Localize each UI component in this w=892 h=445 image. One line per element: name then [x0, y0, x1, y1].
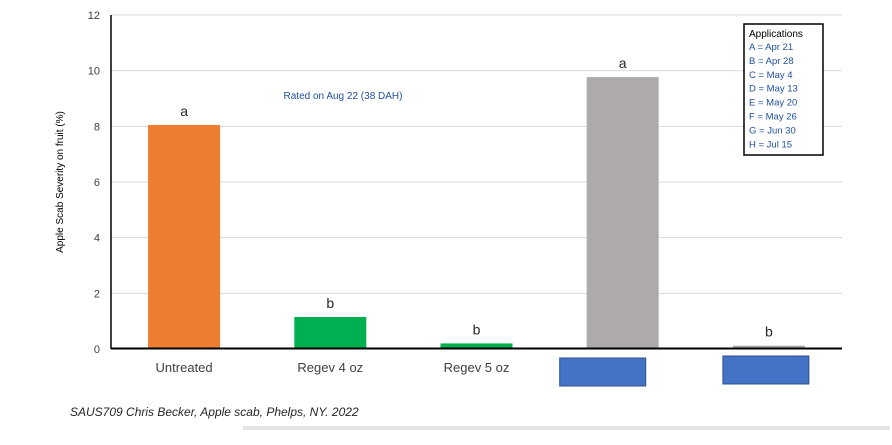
applications-legend: Applications A = Apr 21 B = Apr 28 C = May…: [743, 23, 824, 156]
redaction-box: [559, 357, 647, 387]
y-tick-label: 6: [94, 177, 100, 189]
y-tick-label: 2: [94, 288, 100, 300]
application-item: F = May 26: [749, 112, 797, 123]
y-axis-label: Apple Scab Severity on fruit (%): [55, 111, 66, 253]
significance-letter: b: [473, 321, 481, 337]
y-tick-label: 10: [88, 66, 100, 78]
gridlines: [111, 14, 842, 294]
y-tick-labels: 0 2 4 6 8 10 12: [88, 10, 100, 356]
category-label: Regev 4 oz: [297, 360, 363, 375]
application-item: G = Jun 30: [749, 125, 796, 136]
y-tick-label: 8: [94, 121, 100, 133]
rating-note: Rated on Aug 22 (38 DAH): [284, 91, 403, 102]
bar: [440, 343, 513, 349]
application-item: A = Apr 21: [749, 42, 793, 53]
significance-letter: a: [619, 55, 627, 71]
bar: [148, 124, 221, 349]
application-item: H = Jul 15: [749, 139, 792, 150]
y-tick-label: 0: [94, 344, 100, 356]
y-tick-label: 12: [88, 10, 100, 22]
category-label: Regev 5 oz: [444, 360, 510, 375]
redaction-box: [722, 355, 810, 385]
source-footer: SAUS709 Chris Becker, Apple scab, Phelps…: [70, 405, 359, 419]
application-item: E = May 20: [749, 98, 797, 109]
bars: a b b a b: [148, 55, 805, 350]
bottom-divider: [243, 426, 890, 430]
application-item: B = Apr 28: [749, 56, 794, 67]
bar: [294, 316, 367, 349]
y-tick-label: 4: [94, 233, 100, 245]
applications-items: A = Apr 21 B = Apr 28 C = May 4 D = May 13 E…: [749, 42, 798, 150]
significance-letter: b: [326, 295, 334, 311]
bar: [732, 345, 805, 349]
application-item: C = May 4: [749, 70, 793, 81]
bar: [586, 77, 659, 350]
applications-title: Applications: [749, 29, 803, 40]
redactions: [559, 355, 810, 387]
significance-letter: a: [180, 103, 188, 119]
significance-letter: b: [765, 324, 773, 340]
category-label: Untreated: [156, 360, 213, 375]
applications-box: [743, 23, 824, 156]
application-item: D = May 13: [749, 84, 798, 95]
